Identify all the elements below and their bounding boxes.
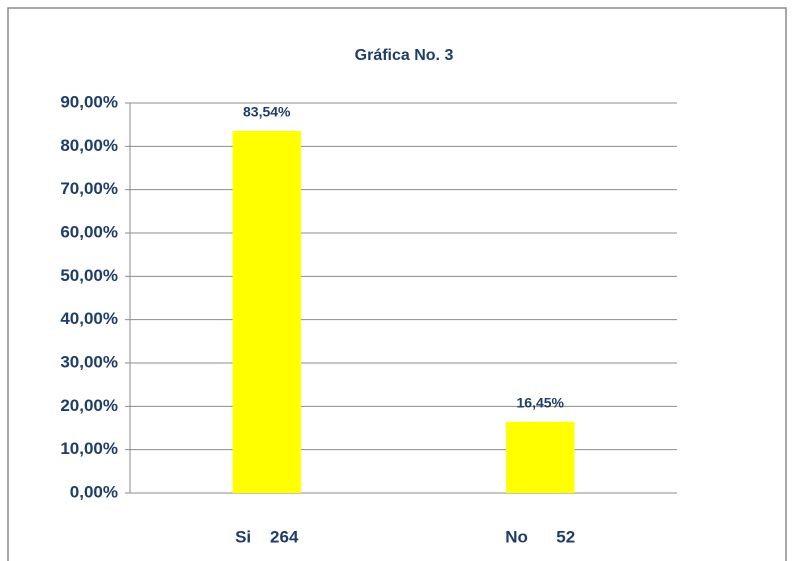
y-tick-label: 40,00% [60,309,118,328]
y-tick-label: 90,00% [60,92,118,111]
data-label: 83,54% [243,104,291,120]
y-tick-label: 50,00% [60,266,118,285]
chart-frame [7,7,787,561]
y-tick-label: 20,00% [60,396,118,415]
y-tick-label: 30,00% [60,352,118,371]
y-tick-label: 80,00% [60,136,118,155]
y-tick-label: 10,00% [60,439,118,458]
y-tick-label: 60,00% [60,222,118,241]
x-tick-label: No 52 [505,527,575,546]
y-tick-label: 0,00% [70,482,118,501]
bar [506,421,575,493]
bar [232,130,301,493]
x-tick-label: Si 264 [235,527,299,546]
y-tick-label: 70,00% [60,179,118,198]
data-label: 16,45% [517,394,565,410]
chart-title: Gráfica No. 3 [355,47,454,64]
